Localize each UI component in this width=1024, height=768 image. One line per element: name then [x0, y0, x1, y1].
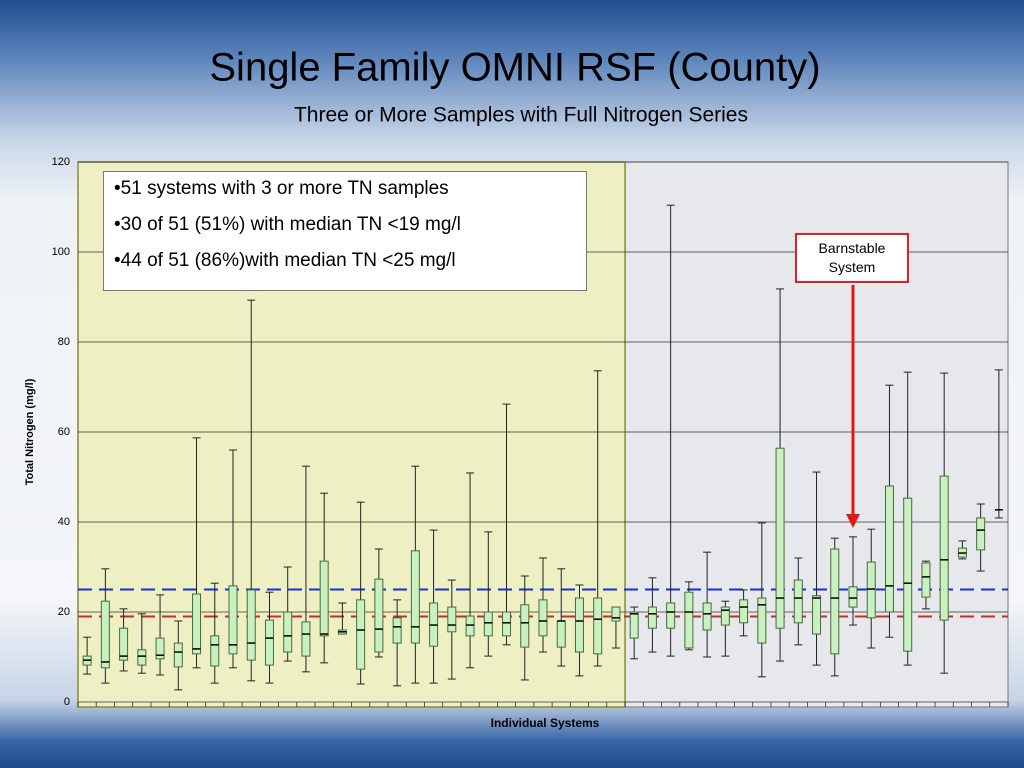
box: [793, 579, 803, 624]
box: [210, 635, 220, 667]
box: [155, 637, 165, 660]
y-tick-label: 20: [58, 606, 70, 618]
box: [684, 591, 694, 649]
box: [611, 606, 621, 622]
box: [647, 606, 657, 629]
box: [119, 627, 129, 661]
x-axis-label: Individual Systems: [491, 716, 600, 730]
box: [884, 485, 894, 613]
note-line: •51 systems with 3 or more TN samples: [114, 178, 449, 199]
box: [520, 604, 530, 648]
chart-title: Single Family OMNI RSF (County): [209, 46, 820, 90]
callout-box: Barnstable System: [795, 233, 909, 283]
callout-arrowhead: [846, 514, 860, 528]
note-line: •30 of 51 (51%) with median TN <19 mg/l: [114, 214, 461, 235]
y-tick-label: 120: [52, 156, 70, 168]
box: [976, 517, 986, 551]
box: [903, 497, 913, 652]
box: [465, 615, 475, 637]
note-line: •44 of 51 (86%)with median TN <25 mg/l: [114, 250, 456, 271]
box: [283, 611, 293, 653]
box: [702, 602, 712, 631]
box: [100, 600, 110, 669]
box: [447, 606, 457, 633]
box: [502, 611, 512, 637]
y-tick-label: 100: [52, 246, 70, 258]
box: [137, 649, 147, 666]
box: [812, 595, 822, 635]
box: [574, 597, 584, 653]
box: [410, 550, 420, 644]
y-tick-label: 80: [58, 336, 70, 348]
box: [392, 617, 402, 644]
box: [939, 475, 949, 621]
box: [666, 602, 676, 629]
box: [246, 589, 256, 661]
notes-box: •51 systems with 3 or more TN samples •30…: [103, 171, 587, 291]
y-axis-label: Total Nitrogen (mg/l): [24, 378, 36, 485]
box: [848, 586, 858, 608]
box: [192, 593, 202, 655]
box: [921, 562, 931, 598]
y-tick-label: 0: [64, 696, 70, 708]
box: [775, 447, 785, 629]
box: [356, 599, 366, 670]
box: [319, 560, 329, 637]
box: [593, 597, 603, 655]
box: [556, 620, 566, 648]
callout-text: Barnstable System: [818, 240, 886, 275]
box: [538, 599, 548, 637]
box: [483, 611, 493, 637]
box: [866, 561, 876, 619]
box: [301, 621, 311, 657]
box: [757, 597, 767, 644]
box: [264, 619, 274, 666]
y-tick-label: 60: [58, 426, 70, 438]
box: [720, 606, 730, 626]
box: [629, 611, 639, 639]
box: [228, 585, 238, 655]
box: [739, 599, 749, 624]
chart-subtitle: Three or More Samples with Full Nitrogen…: [294, 104, 748, 127]
y-tick-label: 40: [58, 516, 70, 528]
box: [830, 548, 840, 655]
box: [173, 642, 183, 668]
box: [374, 578, 384, 653]
